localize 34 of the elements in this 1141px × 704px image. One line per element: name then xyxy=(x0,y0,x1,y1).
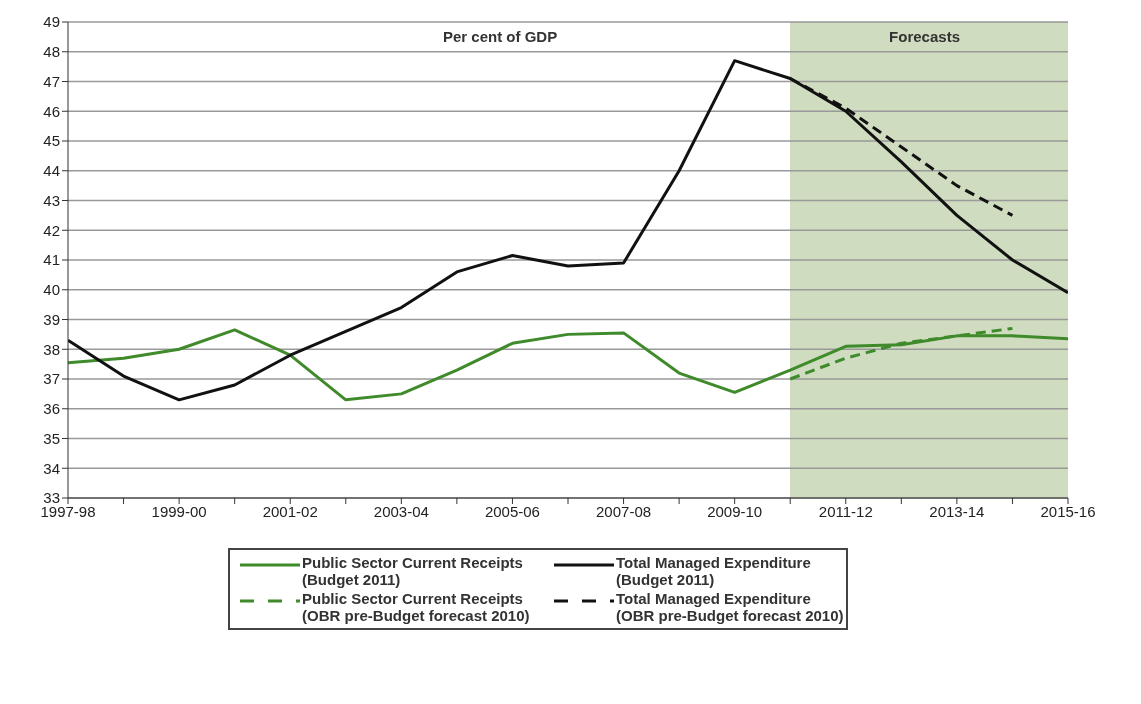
y-tick-label: 47 xyxy=(43,72,60,90)
y-tick-label: 44 xyxy=(43,162,60,180)
y-tick-label: 42 xyxy=(43,221,60,239)
x-tick-label: 2015-16 xyxy=(1040,502,1096,520)
legend-label: Public Sector Current Receipts (Budget 2011) xyxy=(302,554,524,588)
x-tick-label: 2005-06 xyxy=(484,502,540,520)
x-tick-label: 2013-14 xyxy=(929,502,985,520)
annotation: Forecasts xyxy=(889,28,960,45)
x-tick-label: 2011-12 xyxy=(818,502,873,520)
x-tick-label: 2003-04 xyxy=(373,502,429,520)
line-series xyxy=(788,77,1014,217)
x-tick-label: 2001-02 xyxy=(262,502,318,520)
x-tick-label: 2009-10 xyxy=(707,502,763,520)
y-tick-label: 37 xyxy=(43,370,60,388)
legend-label: Total Managed Expenditure (OBR pre-Budget forecast 2010) xyxy=(616,590,845,624)
annotation: Per cent of GDP xyxy=(443,28,558,45)
y-tick-label: 43 xyxy=(43,191,60,209)
y-tick-label: 38 xyxy=(43,340,60,358)
y-tick-label: 48 xyxy=(43,43,60,61)
y-tick-label: 49 xyxy=(43,13,60,31)
line-series xyxy=(68,59,1068,402)
y-tick-label: 39 xyxy=(43,310,60,328)
y-tick-label: 45 xyxy=(43,132,60,150)
x-tick-label: 2007-08 xyxy=(596,502,652,520)
y-tick-label: 36 xyxy=(43,400,60,418)
legend-label: Total Managed Expenditure (Budget 2011) xyxy=(616,554,812,588)
y-tick-label: 46 xyxy=(43,102,60,120)
line-series xyxy=(68,328,1068,402)
y-tick-label: 34 xyxy=(43,459,60,477)
y-tick-label: 41 xyxy=(43,251,60,269)
x-tick-label: 1999-00 xyxy=(151,502,207,520)
legend-label: Public Sector Current Receipts (OBR pre-Budget forecast 2010) xyxy=(302,590,531,624)
y-tick-label: 35 xyxy=(43,429,60,447)
y-tick-label: 40 xyxy=(43,281,60,299)
